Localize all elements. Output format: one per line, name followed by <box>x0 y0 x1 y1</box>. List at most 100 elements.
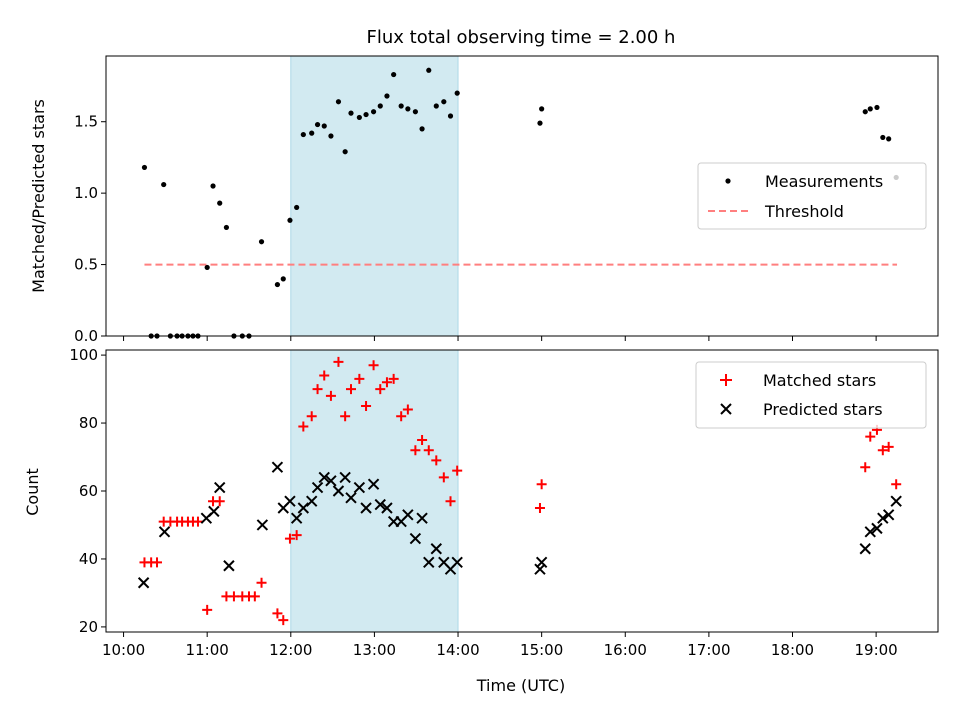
legend-measurements-marker <box>725 178 731 184</box>
matched-star-point <box>452 465 463 476</box>
measurement-point <box>287 217 293 223</box>
ratio-observing-span <box>290 55 459 337</box>
count-band-layer <box>290 349 459 633</box>
predicted-star-point <box>360 502 372 514</box>
matched-star-point <box>152 557 163 568</box>
measurement-point <box>880 134 886 141</box>
matched-star-point <box>361 401 372 412</box>
measurement-point <box>335 99 342 105</box>
measurement-point <box>447 113 454 119</box>
predicted-star-point <box>345 492 357 504</box>
predicted-star-point <box>859 543 871 555</box>
matched-star-point <box>423 445 434 456</box>
matched-star-point <box>536 479 547 490</box>
predicted-star-point <box>416 512 428 524</box>
measurement-point <box>886 136 892 142</box>
xtick-label: 13:00 <box>353 641 396 659</box>
measurement-point <box>363 111 369 118</box>
measurement-point <box>300 131 306 138</box>
measurement-point <box>441 99 447 105</box>
predicted-star-point <box>402 509 414 521</box>
measurement-point <box>405 106 411 112</box>
matched-star-point <box>438 472 449 483</box>
ratio-band-layer <box>290 55 459 337</box>
predicted-star-point <box>864 526 876 538</box>
ratio-legend-box <box>697 162 927 230</box>
ratio-panel: 0.0 0.5 1.0 1.5 Matched/Predicted stars Mea… <box>29 55 939 345</box>
measurement-point <box>398 103 404 109</box>
matched-star-point <box>534 502 545 513</box>
measurement-point <box>862 109 868 115</box>
measurement-point <box>412 109 418 115</box>
legend-matched-marker <box>720 374 732 386</box>
matched-star-point <box>312 384 323 395</box>
measurement-point <box>454 90 460 96</box>
measurement-point <box>141 164 148 171</box>
matched-star-point <box>368 360 379 371</box>
matched-star-point <box>319 370 330 381</box>
matched-star-point <box>298 421 309 432</box>
ratio-yticks: 0.0 0.5 1.0 1.5 <box>74 113 106 345</box>
measurement-point <box>370 109 377 115</box>
xtick-label: 19:00 <box>855 641 898 659</box>
count-ytick-label: 40 <box>79 550 98 568</box>
predicted-star-point <box>137 577 150 589</box>
predicted-star-point <box>451 556 463 569</box>
predicted-star-point <box>297 502 310 514</box>
matched-star-point <box>278 615 289 626</box>
measurement-point <box>217 200 223 206</box>
predicted-star-point <box>353 481 366 494</box>
measurement-point <box>314 121 321 128</box>
legend-predicted-label: Predicted stars <box>763 400 883 419</box>
matched-star-point <box>396 411 407 422</box>
measurement-point <box>384 93 390 99</box>
ratio-ytick-label: 1.5 <box>74 113 98 131</box>
predicted-star-point <box>158 526 171 538</box>
count-ytick-label: 60 <box>79 482 98 500</box>
matched-star-point <box>375 384 386 395</box>
ratio-xticks <box>123 336 877 341</box>
count-points-layer <box>137 356 902 626</box>
ratio-ytick-label: 1.0 <box>74 184 98 202</box>
predicted-star-point <box>223 560 235 572</box>
predicted-star-point <box>409 532 422 545</box>
matched-star-point <box>306 411 317 422</box>
matched-star-point <box>340 411 351 422</box>
matched-star-point <box>291 530 302 541</box>
measurement-point <box>280 276 286 282</box>
matched-star-point <box>865 431 876 442</box>
count-legend-box <box>695 361 927 429</box>
matched-star-point <box>417 435 428 446</box>
measurement-point <box>274 281 281 288</box>
matched-star-point <box>272 608 283 619</box>
matched-star-point <box>883 441 894 452</box>
measurement-point <box>356 114 362 121</box>
count-ytick-label: 20 <box>79 618 98 636</box>
predicted-star-point <box>882 509 895 521</box>
legend-threshold-label: Threshold <box>764 202 844 221</box>
ratio-ytick-label: 0.5 <box>74 256 98 274</box>
matched-star-point <box>346 384 357 395</box>
measurement-point <box>391 71 397 78</box>
measurement-point <box>426 67 432 73</box>
matched-star-point <box>877 445 888 456</box>
predicted-star-point <box>332 485 345 497</box>
ratio-axes-frame <box>105 55 939 337</box>
predicted-star-point <box>374 498 386 511</box>
measurement-point <box>874 104 880 111</box>
count-observing-span <box>290 349 459 633</box>
measurement-point <box>161 181 167 188</box>
x-axis-label: Time (UTC) <box>476 676 565 695</box>
xtick-label: 15:00 <box>520 641 563 659</box>
matched-star-point <box>891 479 902 490</box>
count-y-axis-label: Count <box>23 468 42 516</box>
matched-star-point <box>228 591 239 602</box>
xtick-label: 16:00 <box>604 641 647 659</box>
predicted-star-point <box>214 481 226 494</box>
predicted-star-point <box>325 475 337 487</box>
predicted-star-point <box>284 495 296 507</box>
predicted-star-point <box>290 512 303 524</box>
ratio-y-axis-label: Matched/Predicted stars <box>29 99 48 293</box>
measurement-point <box>258 239 265 245</box>
